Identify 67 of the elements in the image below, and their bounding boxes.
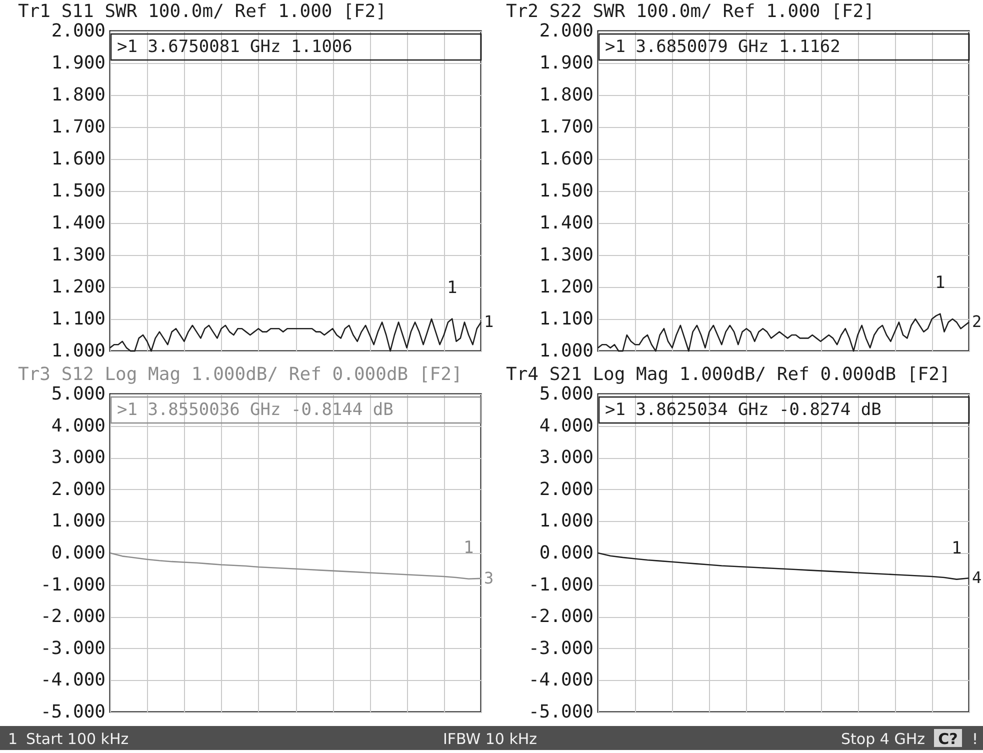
- annotation: >1 3.6750081 GHz 1.1006: [117, 37, 352, 57]
- y-tick-label: 1.400: [539, 212, 594, 234]
- y-tick-label: -5.000: [528, 702, 594, 722]
- series-label: 3: [484, 568, 494, 588]
- y-tick-label: -1.000: [40, 574, 106, 596]
- y-tick-label: 1.000: [51, 340, 106, 362]
- y-tick-label: 2.000: [51, 20, 106, 42]
- text: C?: [938, 730, 958, 748]
- y-tick-label: 3.000: [51, 447, 106, 468]
- y-tick-label: 1.200: [51, 276, 106, 298]
- y-tick-label: 1.300: [51, 244, 106, 266]
- y-tick-label: 1.600: [539, 148, 594, 170]
- y-tick-label: 1.800: [51, 84, 106, 106]
- y-tick-label: 1.300: [539, 244, 594, 266]
- y-tick-label: 1.600: [51, 148, 106, 170]
- series-label: 2: [972, 312, 982, 332]
- y-tick-label: 5.000: [51, 384, 106, 404]
- annotation: 1: [464, 538, 474, 558]
- y-tick-label: 1.700: [539, 116, 594, 138]
- y-tick-label: 5.000: [539, 384, 594, 404]
- text: IFBW 10 kHz: [442, 730, 538, 748]
- y-tick-label: -1.000: [528, 574, 594, 596]
- annotation: 1: [952, 538, 962, 558]
- y-tick-label: 1.500: [539, 180, 594, 202]
- text: Stop 4 GHz: [841, 730, 926, 748]
- text: !: [972, 730, 978, 748]
- y-tick-label: -3.000: [528, 638, 594, 659]
- y-tick-label: 2.000: [539, 20, 594, 42]
- annotation: >1 3.8625034 GHz -0.8274 dB: [605, 400, 882, 420]
- text: Start 100 kHz: [26, 730, 129, 748]
- y-tick-label: -4.000: [528, 670, 594, 691]
- y-tick-label: 1.900: [51, 52, 106, 74]
- chart-title: Tr1 S11 SWR 100.0m/ Ref 1.000 [F2]: [18, 1, 386, 22]
- y-tick-label: 1.100: [539, 308, 594, 330]
- y-tick-label: 1.500: [51, 180, 106, 202]
- line-series: [109, 552, 482, 580]
- series-label: 4: [972, 568, 982, 588]
- y-tick-label: 2.000: [539, 478, 594, 500]
- y-tick-label: 0.000: [539, 542, 594, 564]
- y-tick-label: 4.000: [539, 415, 594, 436]
- y-tick-label: 1.100: [51, 308, 106, 330]
- y-tick-label: 1.200: [539, 276, 594, 298]
- annotation: >1 3.8550036 GHz -0.8144 dB: [117, 400, 394, 420]
- text: 1: [8, 730, 18, 748]
- y-tick-label: -3.000: [40, 638, 106, 659]
- annotation: >1 3.6850079 GHz 1.1162: [605, 37, 840, 57]
- y-tick-label: 1.000: [51, 510, 106, 532]
- y-tick-label: 1.000: [539, 340, 594, 362]
- chart-title: Tr3 S12 Log Mag 1.000dB/ Ref 0.000dB [F2]: [18, 364, 462, 385]
- y-tick-label: 1.400: [51, 212, 106, 234]
- y-tick-label: 3.000: [539, 447, 594, 468]
- y-tick-label: 0.000: [51, 542, 106, 564]
- y-tick-label: -4.000: [40, 670, 106, 691]
- y-tick-label: 1.900: [539, 52, 594, 74]
- series-label: 1: [484, 312, 494, 332]
- annotation: 1: [447, 278, 458, 298]
- chart-title: Tr2 S22 SWR 100.0m/ Ref 1.000 [F2]: [506, 1, 874, 22]
- y-tick-label: 1.700: [51, 116, 106, 138]
- chart-title: Tr4 S21 Log Mag 1.000dB/ Ref 0.000dB [F2]: [506, 364, 950, 385]
- y-tick-label: 4.000: [51, 415, 106, 436]
- annotation: 1: [935, 272, 946, 293]
- y-tick-label: 1.800: [539, 84, 594, 106]
- y-tick-label: -2.000: [528, 606, 594, 628]
- y-tick-label: 1.000: [539, 510, 594, 532]
- y-tick-label: -2.000: [40, 606, 106, 628]
- y-tick-label: -5.000: [40, 702, 106, 722]
- y-tick-label: 2.000: [51, 478, 106, 500]
